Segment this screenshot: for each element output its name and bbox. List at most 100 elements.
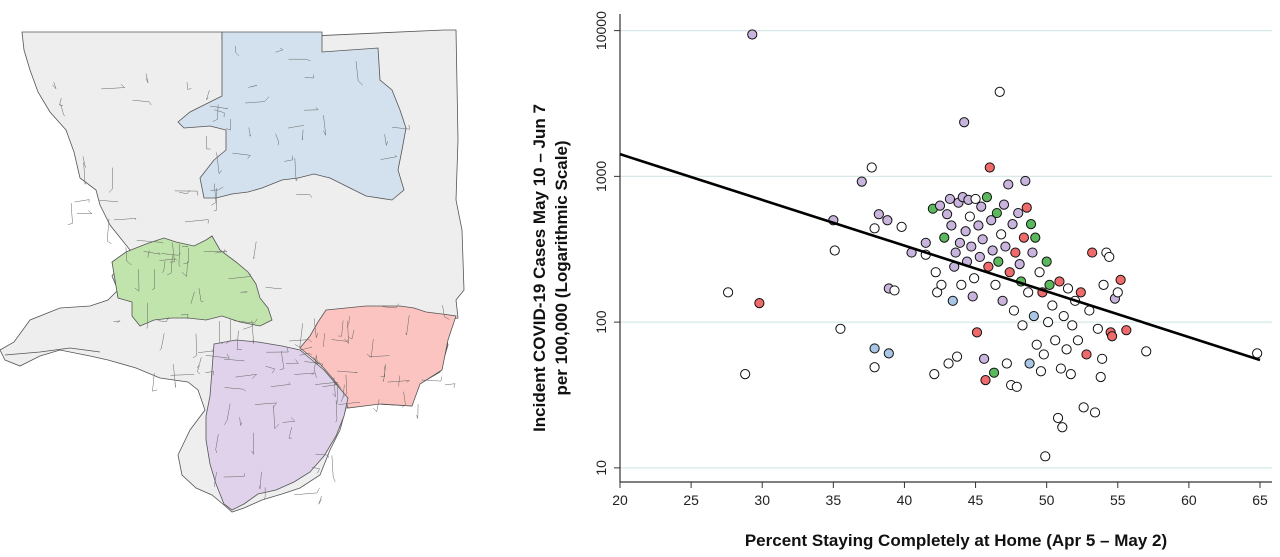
data-point: [741, 369, 750, 378]
data-point: [989, 368, 998, 377]
y-axis-title-line1: Incident COVID-19 Cases May 10 – Jun 7: [530, 104, 549, 432]
data-point: [830, 246, 839, 255]
y-axis-title-line2: per 100,000 (Logarithmic Scale): [552, 140, 571, 395]
data-point: [960, 118, 969, 127]
data-point: [1063, 284, 1072, 293]
data-point: [972, 328, 981, 337]
data-point: [1002, 359, 1011, 368]
x-tick-label: 40: [897, 492, 913, 508]
regression-line: [620, 154, 1260, 360]
data-point: [935, 201, 944, 210]
data-point: [1059, 311, 1068, 320]
data-point: [940, 233, 949, 242]
data-point: [988, 246, 997, 255]
data-point: [1021, 176, 1030, 185]
data-point: [967, 242, 976, 251]
data-point: [997, 230, 1006, 239]
data-point: [998, 296, 1007, 305]
data-point: [1068, 321, 1077, 330]
data-point: [874, 210, 883, 219]
data-point: [1014, 208, 1023, 217]
data-point: [1073, 336, 1082, 345]
x-tick-label: 25: [683, 492, 699, 508]
tract-line: [319, 496, 322, 504]
data-point: [870, 224, 879, 233]
data-point: [1113, 288, 1122, 297]
data-point: [1011, 248, 1020, 257]
tract-line: [332, 455, 335, 482]
x-tick-label: 65: [1252, 492, 1268, 508]
y-axis-title: Incident COVID-19 Cases May 10 – Jun 7 p…: [530, 104, 571, 432]
data-point: [1045, 280, 1054, 289]
data-point: [1009, 306, 1018, 315]
tract-line: [77, 211, 92, 214]
data-point: [1053, 413, 1062, 422]
data-point: [1082, 350, 1091, 359]
x-axis-title: Percent Staying Completely at Home (Apr …: [745, 531, 1167, 550]
data-point: [1048, 301, 1057, 310]
data-point: [1004, 180, 1013, 189]
data-point: [1093, 324, 1102, 333]
data-point: [723, 288, 732, 297]
grid-lines: [620, 31, 1272, 468]
data-point: [921, 238, 930, 247]
data-point: [1062, 345, 1071, 354]
data-point: [1090, 408, 1099, 417]
tract-line: [417, 404, 419, 419]
data-point: [1056, 364, 1065, 373]
data-point: [1028, 248, 1037, 257]
data-point: [1105, 252, 1114, 261]
data-point: [999, 200, 1008, 209]
data-point: [1116, 275, 1125, 284]
data-point: [995, 87, 1004, 96]
y-tick-label: 100: [593, 310, 609, 334]
data-point: [979, 354, 988, 363]
data-point: [897, 222, 906, 231]
data-points: [723, 30, 1261, 461]
data-point: [755, 299, 764, 308]
data-point: [931, 268, 940, 277]
data-point: [978, 235, 987, 244]
data-point: [955, 238, 964, 247]
data-point: [965, 212, 974, 221]
data-point: [867, 163, 876, 172]
data-point: [890, 286, 899, 295]
data-point: [1043, 318, 1052, 327]
data-point: [1012, 382, 1021, 391]
data-point: [1076, 288, 1085, 297]
data-point: [981, 376, 990, 385]
data-point: [1035, 268, 1044, 277]
data-point: [948, 296, 957, 305]
x-tick-label: 35: [826, 492, 842, 508]
data-point: [870, 363, 879, 372]
data-point: [985, 163, 994, 172]
data-point: [1029, 311, 1038, 320]
data-point: [1008, 220, 1017, 229]
data-point: [884, 349, 893, 358]
data-point: [1005, 268, 1014, 277]
data-point: [1088, 248, 1097, 257]
data-point: [991, 280, 1000, 289]
map-svg: [0, 0, 470, 552]
data-point: [944, 359, 953, 368]
data-point: [1041, 452, 1050, 461]
x-tick-label: 60: [1181, 492, 1197, 508]
y-tick-label: 10000: [593, 11, 609, 50]
data-point: [1036, 367, 1045, 376]
data-point: [1096, 372, 1105, 381]
data-point: [930, 369, 939, 378]
data-point: [961, 227, 970, 236]
data-point: [1098, 354, 1107, 363]
data-point: [945, 194, 954, 203]
data-point: [975, 252, 984, 261]
data-point: [1142, 347, 1151, 356]
y-tick-label: 1000: [593, 161, 609, 192]
data-point: [951, 248, 960, 257]
data-point: [836, 324, 845, 333]
regression-layer: [620, 154, 1260, 360]
data-point: [1018, 321, 1027, 330]
